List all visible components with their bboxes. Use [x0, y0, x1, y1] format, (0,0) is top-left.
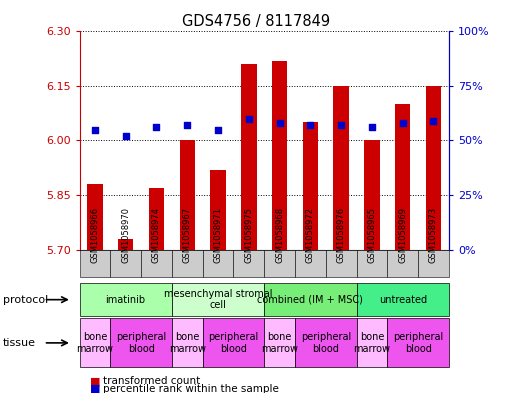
Text: GSM1058974: GSM1058974	[152, 208, 161, 263]
Text: peripheral
blood: peripheral blood	[116, 332, 166, 354]
Text: GDS4756 / 8117849: GDS4756 / 8117849	[183, 14, 330, 29]
Text: GSM1058966: GSM1058966	[90, 207, 100, 263]
Text: combined (IM + MSC): combined (IM + MSC)	[258, 295, 363, 305]
Bar	[87, 184, 103, 250]
Point	[275, 120, 284, 126]
Bar	[395, 104, 410, 250]
Text: GSM1058969: GSM1058969	[398, 208, 407, 263]
Text: GSM1058973: GSM1058973	[429, 207, 438, 263]
Text: bone
marrow: bone marrow	[169, 332, 206, 354]
Point	[152, 124, 161, 130]
Text: untreated: untreated	[379, 295, 427, 305]
Text: bone
marrow: bone marrow	[353, 332, 390, 354]
Bar	[149, 188, 164, 250]
Text: GSM1058972: GSM1058972	[306, 208, 315, 263]
Text: GSM1058967: GSM1058967	[183, 207, 192, 263]
Bar	[272, 61, 287, 250]
Point	[306, 122, 314, 129]
Point	[368, 124, 376, 130]
Text: ■: ■	[90, 384, 100, 393]
Text: peripheral
blood: peripheral blood	[393, 332, 443, 354]
Text: mesenchymal stromal
cell: mesenchymal stromal cell	[164, 289, 272, 310]
Bar	[303, 122, 318, 250]
Point	[122, 133, 130, 139]
Point	[214, 127, 222, 133]
Bar	[118, 239, 133, 250]
Point	[183, 122, 191, 129]
Text: bone
marrow: bone marrow	[76, 332, 113, 354]
Bar	[333, 86, 349, 250]
Text: GSM1058975: GSM1058975	[244, 208, 253, 263]
Text: percentile rank within the sample: percentile rank within the sample	[103, 384, 279, 393]
Text: peripheral
blood: peripheral blood	[208, 332, 259, 354]
Text: GSM1058965: GSM1058965	[367, 208, 377, 263]
Text: transformed count: transformed count	[103, 376, 200, 386]
Bar	[426, 86, 441, 250]
Text: GSM1058968: GSM1058968	[275, 207, 284, 263]
Text: peripheral
blood: peripheral blood	[301, 332, 351, 354]
Point	[399, 120, 407, 126]
Point	[245, 116, 253, 122]
Text: imatinib: imatinib	[106, 295, 146, 305]
Text: GSM1058970: GSM1058970	[121, 208, 130, 263]
Point	[91, 127, 99, 133]
Text: tissue: tissue	[3, 338, 35, 348]
Text: GSM1058976: GSM1058976	[337, 207, 346, 263]
Bar	[210, 170, 226, 250]
Bar	[241, 64, 256, 250]
Text: bone
marrow: bone marrow	[261, 332, 298, 354]
Bar	[180, 141, 195, 250]
Bar	[364, 141, 380, 250]
Text: protocol: protocol	[3, 295, 48, 305]
Text: ■: ■	[90, 376, 100, 386]
Text: GSM1058971: GSM1058971	[213, 208, 223, 263]
Point	[337, 122, 345, 129]
Point	[429, 118, 438, 124]
